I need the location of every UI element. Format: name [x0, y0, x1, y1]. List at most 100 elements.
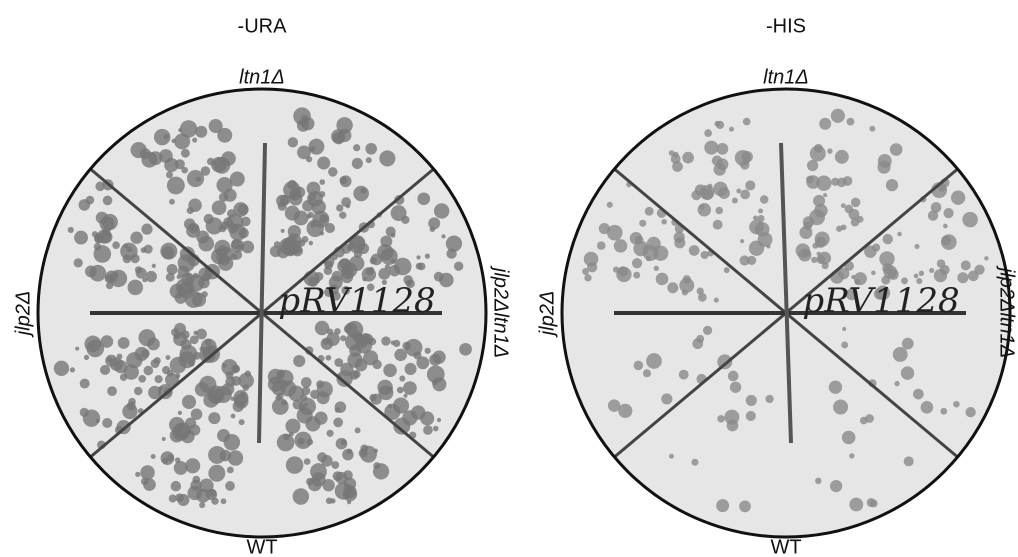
- colony: [429, 226, 436, 232]
- colony: [308, 138, 325, 155]
- colony: [135, 471, 141, 478]
- colony: [736, 188, 742, 194]
- colony: [158, 149, 173, 163]
- colony: [716, 499, 730, 513]
- colony: [126, 401, 136, 411]
- colony: [300, 394, 308, 402]
- colony: [303, 458, 311, 465]
- colony: [584, 274, 592, 282]
- colony: [181, 394, 197, 410]
- colony: [866, 498, 876, 508]
- colony: [218, 254, 230, 266]
- colony: [372, 359, 382, 370]
- colony: [358, 448, 368, 458]
- colony: [936, 259, 946, 268]
- colony: [346, 500, 352, 505]
- colony: [106, 356, 113, 363]
- colony: [67, 226, 74, 233]
- colony: [759, 195, 769, 204]
- colony: [342, 262, 358, 278]
- colony: [195, 125, 208, 138]
- colony: [612, 266, 620, 273]
- colony: [331, 270, 343, 282]
- colony: [372, 463, 390, 480]
- colony: [827, 148, 833, 154]
- colony: [851, 274, 856, 280]
- colony: [138, 374, 147, 383]
- colony: [633, 240, 649, 257]
- colony: [312, 210, 330, 228]
- colony: [697, 292, 707, 302]
- colony: [230, 253, 238, 261]
- divider: [89, 167, 263, 315]
- colony: [942, 223, 948, 229]
- colony: [420, 411, 435, 426]
- colony: [218, 224, 227, 233]
- colony: [392, 397, 410, 414]
- colony: [95, 181, 105, 192]
- colony: [871, 270, 876, 276]
- colony: [133, 386, 143, 396]
- colony: [202, 272, 211, 281]
- colony: [901, 337, 914, 350]
- colony: [165, 171, 173, 179]
- colony: [237, 203, 249, 216]
- colony: [331, 129, 346, 144]
- colony: [613, 239, 628, 253]
- colony: [758, 208, 764, 214]
- strain-label: jlp2Δ: [12, 291, 34, 339]
- colony: [181, 166, 188, 174]
- colony: [829, 479, 843, 493]
- colony: [306, 477, 314, 486]
- colony: [294, 431, 312, 449]
- colony: [454, 261, 464, 271]
- colony: [175, 493, 184, 503]
- colony: [179, 120, 198, 138]
- colony: [894, 380, 900, 387]
- colony: [287, 225, 301, 239]
- colony: [368, 337, 377, 346]
- colony: [339, 211, 347, 219]
- colony: [918, 270, 925, 277]
- plate-panel: pRV1128 -URA ltn1Δ WT jlp2Δ jlp2Δltn1Δ: [12, 15, 511, 557]
- colony: [814, 143, 823, 153]
- colony: [177, 410, 183, 416]
- colony: [211, 156, 227, 173]
- colony: [396, 386, 404, 394]
- colony: [336, 204, 344, 212]
- colony: [930, 202, 942, 213]
- colony: [173, 460, 188, 475]
- colony: [819, 117, 832, 130]
- colony: [184, 290, 203, 308]
- colony: [161, 436, 166, 441]
- colony: [314, 320, 330, 336]
- colony: [766, 244, 771, 249]
- colony: [940, 407, 948, 415]
- colony: [185, 458, 201, 474]
- colony: [95, 419, 100, 424]
- colony: [844, 204, 854, 214]
- colony: [174, 133, 191, 150]
- colony: [929, 267, 935, 274]
- colony: [850, 217, 860, 227]
- colony: [100, 335, 114, 348]
- colony: [308, 276, 319, 287]
- colony: [271, 398, 289, 415]
- colony: [192, 137, 198, 143]
- colony: [324, 260, 333, 270]
- colony: [962, 211, 978, 228]
- colony: [360, 333, 371, 344]
- divider: [257, 142, 267, 444]
- colony: [310, 389, 320, 399]
- colony: [933, 268, 948, 283]
- colony: [169, 198, 175, 205]
- colony: [836, 225, 843, 232]
- colony: [674, 237, 686, 249]
- colony: [346, 448, 353, 455]
- colony: [403, 381, 417, 395]
- colony: [716, 142, 729, 155]
- colony: [161, 246, 175, 260]
- colony: [875, 285, 891, 301]
- colony: [141, 223, 153, 235]
- colony: [351, 157, 363, 169]
